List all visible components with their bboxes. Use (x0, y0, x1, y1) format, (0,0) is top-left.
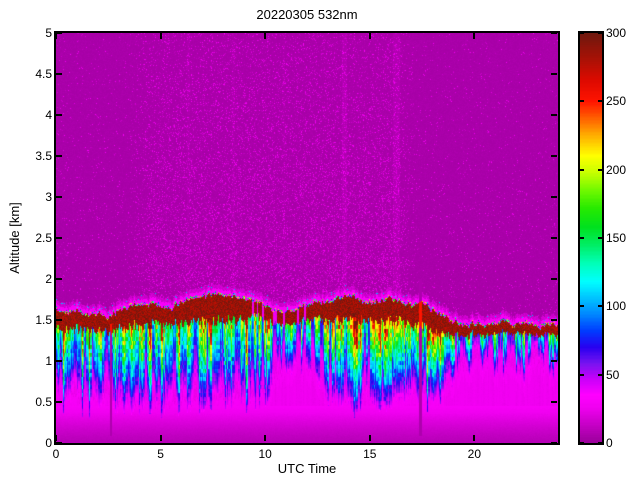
y-tick-label: 3 (45, 190, 52, 204)
colorbar-tick (580, 100, 584, 103)
colorbar-tick (580, 32, 584, 34)
colorbar-tick (580, 442, 584, 444)
y-tick-right (551, 237, 557, 239)
colorbar-canvas (580, 33, 602, 443)
y-tick-label: 1 (45, 354, 52, 368)
x-tick-label: 0 (52, 447, 60, 461)
y-tick-right (551, 32, 557, 34)
y-tick-right (551, 114, 557, 116)
colorbar-tick-label: 150 (606, 231, 627, 245)
y-tick-label: 2.5 (35, 231, 52, 245)
x-tick-top (264, 33, 267, 39)
y-tick (56, 114, 62, 116)
colorbar-tick (580, 305, 584, 308)
x-tick-top (55, 33, 57, 39)
heatmap-plot-area (54, 31, 560, 445)
y-tick-right (551, 155, 557, 157)
x-tick-top (368, 33, 371, 39)
y-tick (56, 319, 62, 321)
y-tick-label: 1.5 (35, 313, 52, 327)
colorbar-tick-right (598, 237, 602, 239)
colorbar-tick-label: 250 (606, 94, 627, 109)
y-tick (56, 73, 62, 75)
colorbar-tick-right (598, 168, 602, 171)
y-tick-label: 2 (45, 272, 52, 286)
y-tick (56, 401, 62, 403)
colorbar-tick-right (598, 32, 602, 34)
y-tick-right (551, 442, 557, 444)
colorbar-tick-label: 0 (606, 436, 613, 450)
y-tick-right (551, 319, 557, 321)
x-tick-top (473, 33, 476, 39)
colorbar-tick-right (598, 305, 602, 308)
y-tick-label: 4.5 (35, 67, 52, 81)
colorbar-tick-right (598, 100, 602, 103)
colorbar-tick (580, 237, 584, 239)
y-tick (56, 32, 62, 34)
x-tick-label: 10 (258, 447, 272, 461)
x-tick (55, 435, 57, 441)
y-tick (56, 360, 62, 362)
colorbar-tick-right (598, 442, 602, 444)
y-tick-right (551, 278, 557, 280)
colorbar-tick-label: 50 (606, 367, 620, 382)
y-tick-label: 0 (45, 436, 52, 450)
y-tick-label: 3.5 (35, 149, 52, 163)
chart-title: 20220305 532nm (256, 7, 358, 22)
colorbar-tick-right (598, 373, 602, 376)
y-tick (56, 278, 62, 280)
y-tick-right (551, 401, 557, 403)
colorbar-tick-label: 200 (606, 162, 627, 177)
y-tick-right (551, 73, 557, 75)
y-tick (56, 237, 62, 239)
heatmap-canvas (56, 33, 558, 443)
colorbar-tick (580, 373, 584, 376)
y-tick-label: 4 (45, 108, 52, 122)
y-tick (56, 442, 62, 444)
x-tick-label: 5 (157, 447, 164, 461)
colorbar-tick-label: 300 (606, 26, 627, 40)
x-tick (473, 435, 476, 441)
colorbar (578, 31, 604, 445)
y-tick (56, 196, 62, 198)
x-axis-label: UTC Time (277, 461, 337, 476)
x-tick (368, 435, 371, 441)
x-tick-top (159, 33, 162, 39)
y-tick-label: 5 (45, 26, 52, 40)
y-tick-label: 0.5 (35, 395, 52, 409)
colorbar-tick (580, 168, 584, 171)
x-tick (159, 435, 162, 441)
colorbar-tick-label: 100 (606, 299, 627, 314)
x-tick-label: 15 (363, 447, 377, 461)
y-tick-right (551, 196, 557, 198)
x-tick (264, 435, 267, 441)
y-tick-right (551, 360, 557, 362)
x-tick-label: 20 (467, 447, 481, 461)
y-tick (56, 155, 62, 157)
